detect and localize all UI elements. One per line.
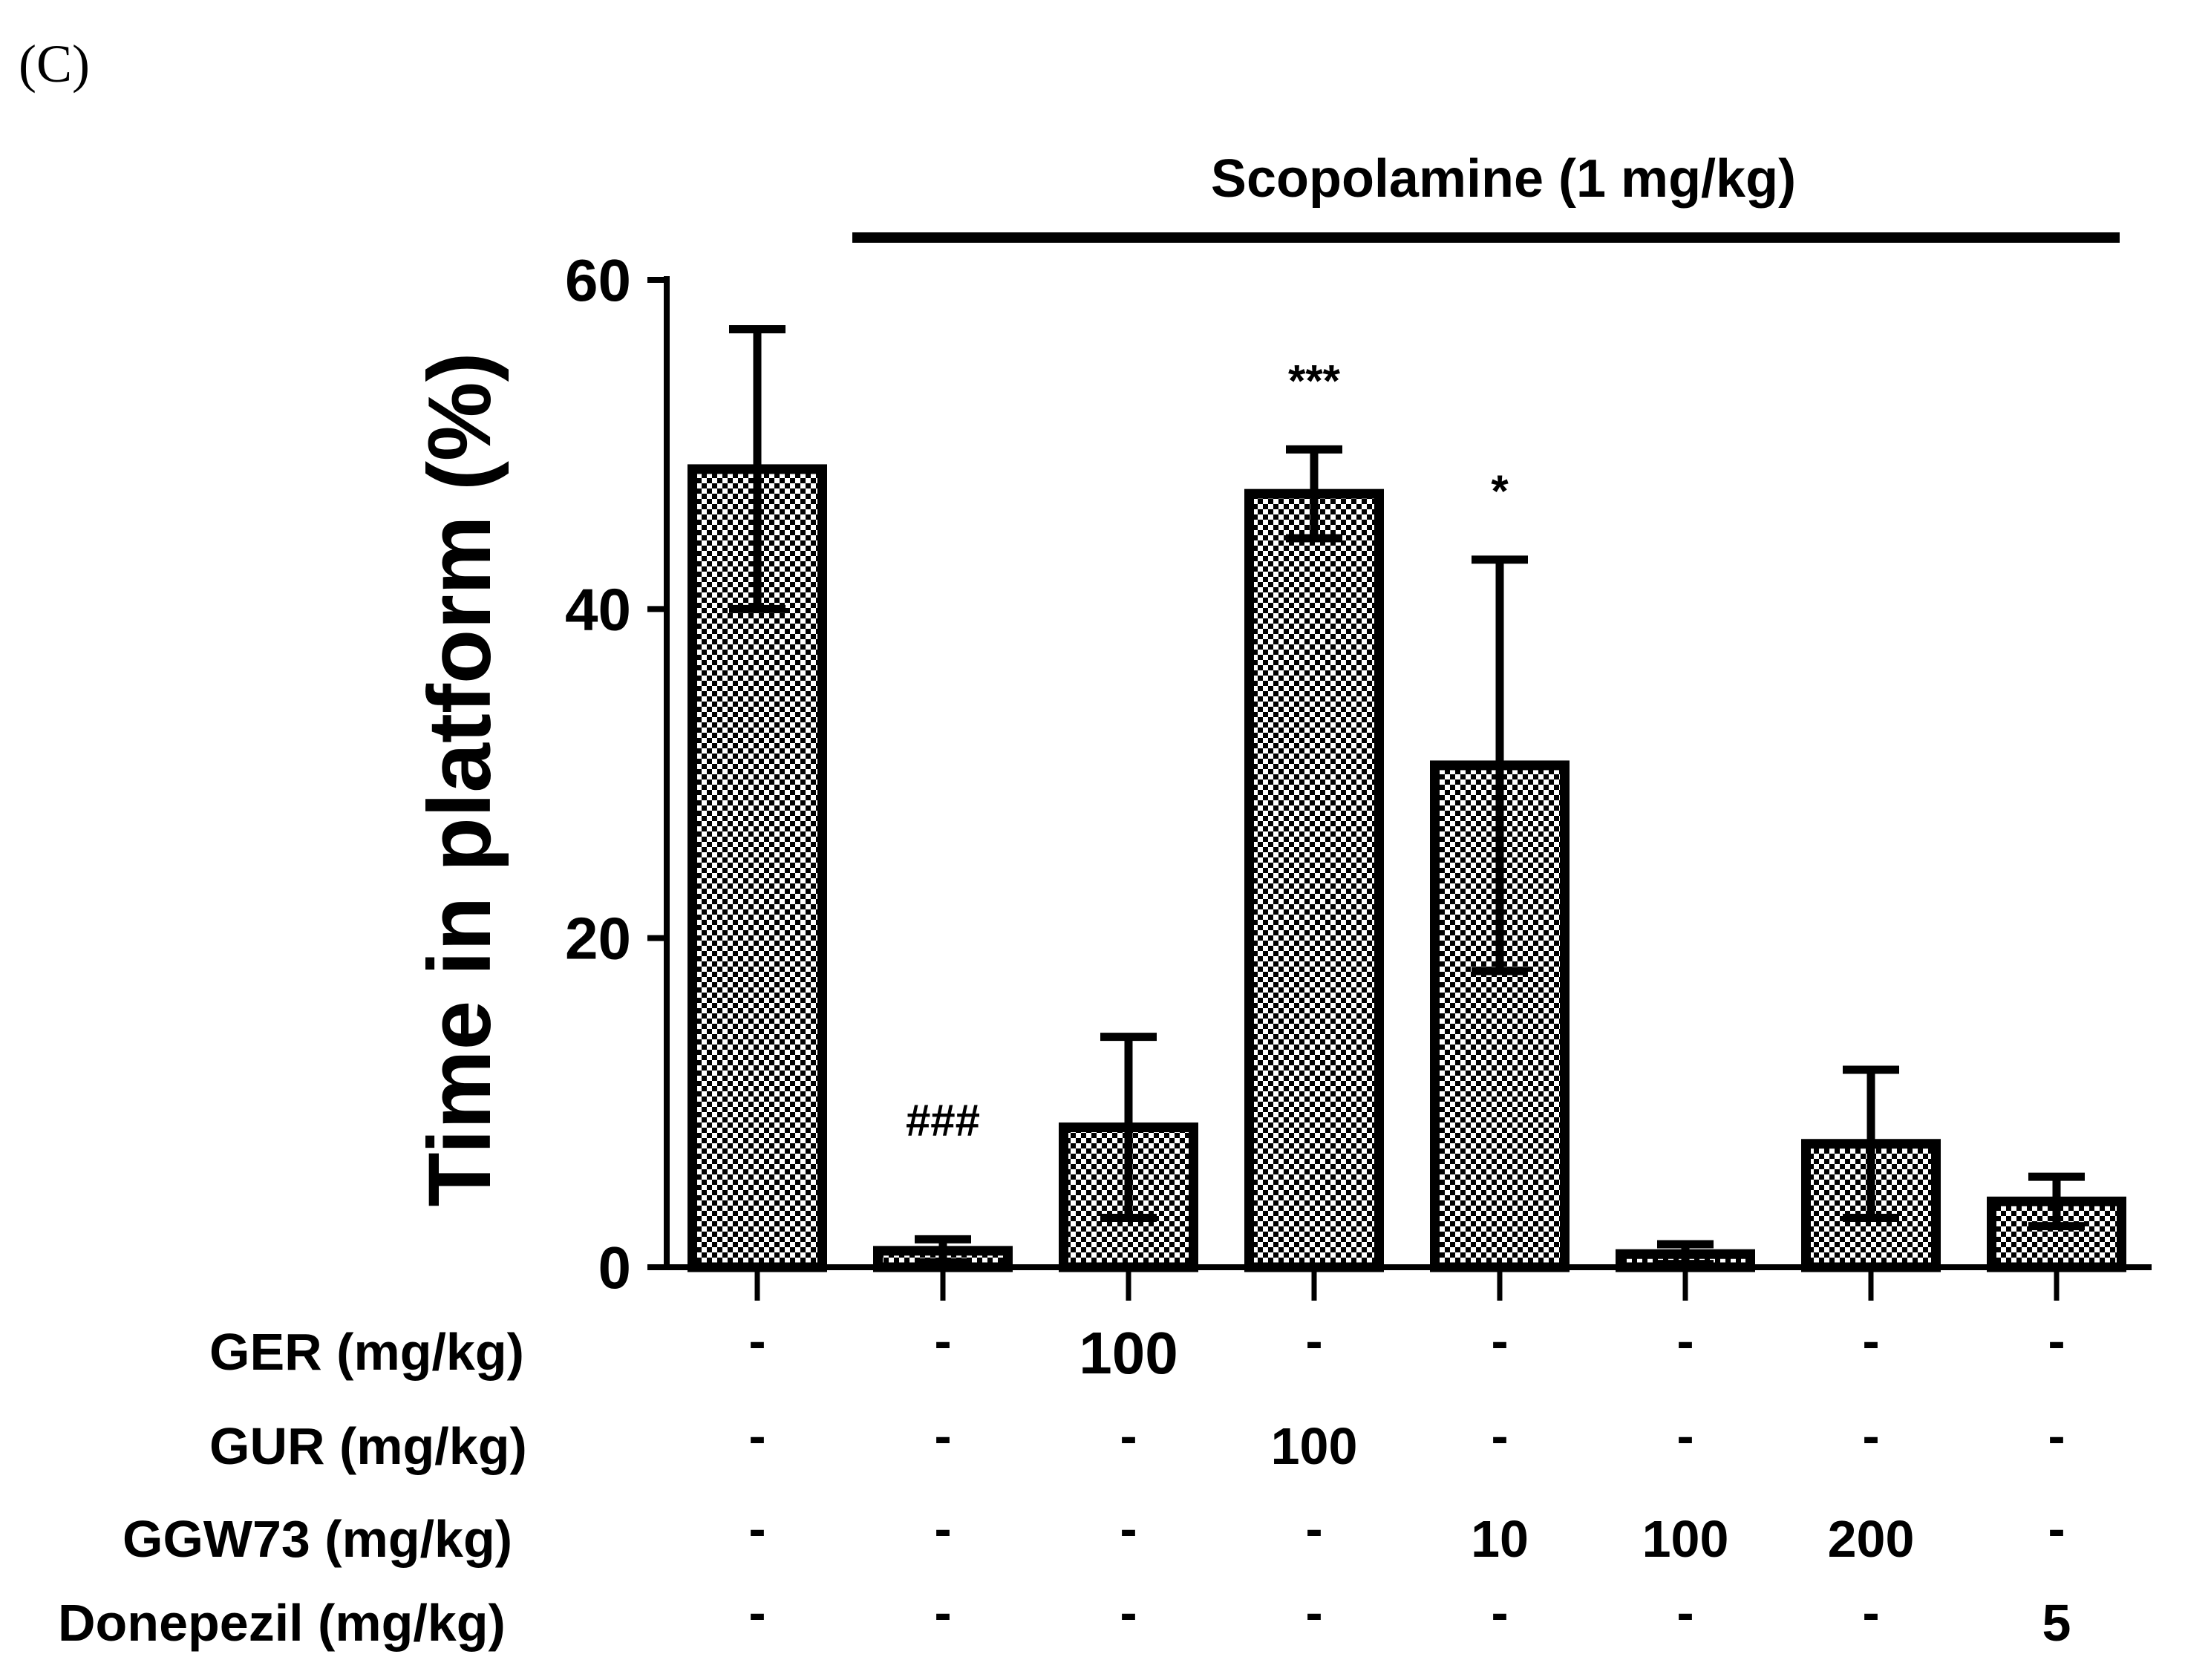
y-ticks: 0 20 40 60	[565, 247, 667, 1301]
treatment-cell: -	[934, 1583, 951, 1641]
treatment-cell: -	[2048, 1407, 2065, 1465]
treatment-cell: -	[1120, 1500, 1137, 1558]
row-label-ggw73: GGW73 (mg/kg)	[123, 1510, 512, 1568]
treatment-cell: -	[748, 1583, 765, 1641]
treatment-cell: -	[1491, 1312, 1508, 1370]
treatment-cell: -	[934, 1500, 951, 1558]
treatment-cell: 100	[1271, 1417, 1358, 1475]
treatment-cell: 200	[1828, 1510, 1915, 1568]
significance-label: ***	[1288, 356, 1341, 405]
treatment-cell: -	[1676, 1407, 1694, 1465]
treatment-cell: -	[1676, 1583, 1694, 1641]
treatment-cell: -	[1305, 1312, 1322, 1370]
treatment-cell: -	[2048, 1500, 2065, 1558]
row-label-donepezil: Donepezil (mg/kg)	[58, 1594, 506, 1652]
treatment-cell: -	[748, 1312, 765, 1370]
treatment-cell: -	[1491, 1583, 1508, 1641]
treatment-cell: -	[1305, 1500, 1322, 1558]
treatment-cell: -	[748, 1407, 765, 1465]
y-tick-label: 20	[565, 906, 631, 972]
treatment-cell: 10	[1471, 1510, 1529, 1568]
treatment-cell: -	[1862, 1312, 1879, 1370]
panel-label: (C)	[19, 34, 90, 94]
treatment-cell: -	[1862, 1583, 1879, 1641]
treatment-cell: 5	[2042, 1594, 2071, 1652]
y-tick-label: 60	[565, 247, 631, 313]
treatment-cell: -	[1120, 1407, 1137, 1465]
treatment-cell: -	[1120, 1583, 1137, 1641]
y-tick-label: 0	[598, 1235, 632, 1301]
treatment-cell: 100	[1079, 1320, 1178, 1386]
treatment-cell: -	[1862, 1407, 1879, 1465]
bar	[1244, 488, 1384, 1272]
row-label-gur: GUR (mg/kg)	[209, 1417, 527, 1475]
significance-label: *	[1491, 466, 1509, 516]
bars	[687, 464, 2126, 1272]
significance-annotations: ###****	[906, 356, 1509, 1145]
treatment-cell: -	[934, 1407, 951, 1465]
significance-label: ###	[906, 1095, 980, 1145]
treatment-cell: -	[1676, 1312, 1694, 1370]
treatment-cell: -	[748, 1500, 765, 1558]
treatment-cell: -	[934, 1312, 951, 1370]
row-label-ger: GER (mg/kg)	[209, 1323, 524, 1381]
treatment-table: GER (mg/kg) GUR (mg/kg) GGW73 (mg/kg) Do…	[58, 1312, 2071, 1652]
treatment-cell: 100	[1642, 1510, 1729, 1568]
treatment-cell: -	[1305, 1583, 1322, 1641]
chart-title: Scopolamine (1 mg/kg)	[1211, 149, 1796, 209]
error-bars	[729, 325, 2085, 1269]
x-ticks	[754, 1267, 2060, 1301]
y-axis-label: Time in platform (%)	[410, 352, 509, 1206]
treatment-cell: -	[2048, 1312, 2065, 1370]
y-tick-label: 40	[565, 576, 631, 642]
treatment-cell: -	[1491, 1407, 1508, 1465]
